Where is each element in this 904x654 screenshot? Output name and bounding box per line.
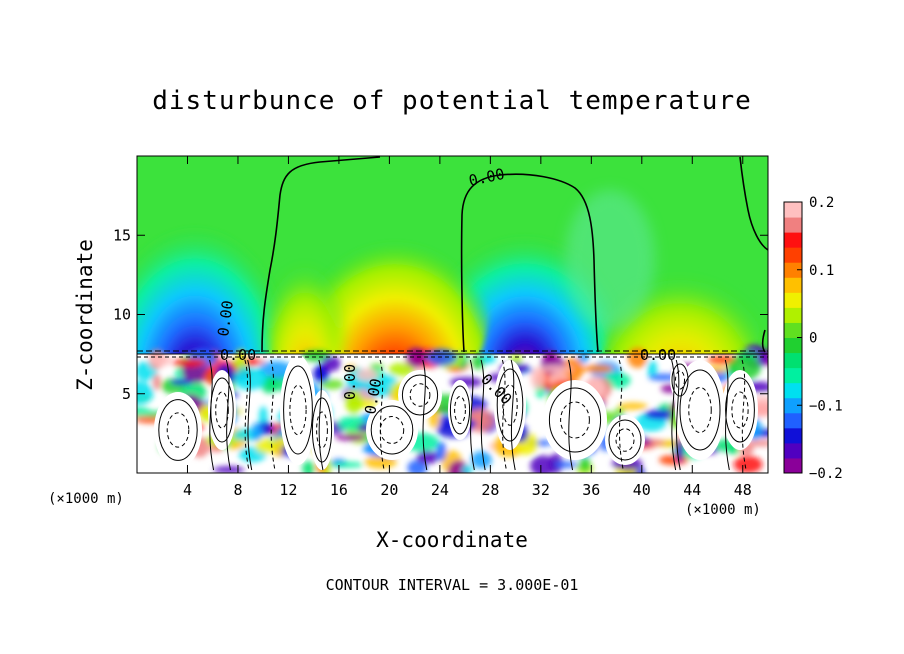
colorbar-swatch	[784, 427, 802, 444]
heatmap-field	[137, 156, 768, 473]
y-axis-label: Z-coordinate	[73, 239, 97, 391]
x-tick-label: 24	[431, 481, 449, 499]
colorbar-swatch	[784, 442, 802, 459]
x-tick-label: 44	[683, 481, 701, 499]
x-tick-label: 32	[532, 481, 550, 499]
y-tick-label: 5	[122, 385, 131, 403]
y-tick-label: 10	[113, 306, 131, 324]
chart-title: disturbunce of potential temperature	[152, 86, 752, 116]
colorbar-swatch	[784, 247, 802, 263]
colorbar-swatch	[784, 397, 802, 414]
contour-label: 0.00	[214, 299, 237, 337]
contour-label: 0.00	[220, 346, 256, 364]
colorbar-swatch	[784, 307, 802, 323]
colorbar-swatch	[784, 292, 802, 308]
colorbar-swatch	[784, 412, 802, 429]
colorbar-swatch	[784, 457, 802, 474]
x-tick-label: 36	[582, 481, 600, 499]
colorbar-tick-label: 0.2	[809, 195, 834, 211]
colorbar-swatch	[784, 217, 802, 233]
contour-label: 0.00	[361, 377, 385, 416]
colorbar: 0.2 0.1 0 −0.1 −0.2	[783, 195, 843, 482]
colorbar-swatch	[784, 202, 802, 218]
colorbar-swatch	[784, 352, 802, 369]
x-tick-label: 4	[183, 481, 192, 499]
colorbar-tick-label: −0.2	[809, 466, 843, 482]
x-tick-label: 40	[633, 481, 651, 499]
x-tick-label: 12	[279, 481, 297, 499]
x-axis-label: X-coordinate	[376, 528, 528, 552]
colorbar-swatch	[784, 322, 802, 338]
x-tick-label: 8	[233, 481, 242, 499]
y-tick-label: 15	[113, 226, 131, 244]
colorbar-swatch	[784, 337, 802, 354]
colorbar-swatch	[784, 232, 802, 248]
colorbar-tick-label: 0.1	[809, 263, 834, 279]
x-tick-label: 28	[481, 481, 499, 499]
x-unit-label-left: (×1000 m)	[48, 491, 124, 507]
colorbar-swatch	[784, 277, 802, 293]
colorbar-swatch	[784, 262, 802, 278]
colorbar-tick-label: −0.1	[809, 398, 843, 414]
contour-label: 0.00	[640, 346, 676, 364]
colorbar-tick-label: 0	[809, 331, 817, 347]
contour-label: 0.00	[341, 364, 359, 400]
colorbar-swatch	[784, 367, 802, 384]
contour-interval-note: CONTOUR INTERVAL = 3.000E-01	[325, 576, 579, 594]
x-tick-label: 16	[330, 481, 348, 499]
colorbar-swatch	[784, 382, 802, 399]
x-unit-label-right: (×1000 m)	[685, 502, 761, 518]
x-tick-label: 20	[380, 481, 398, 499]
x-tick-label: 48	[734, 481, 752, 499]
